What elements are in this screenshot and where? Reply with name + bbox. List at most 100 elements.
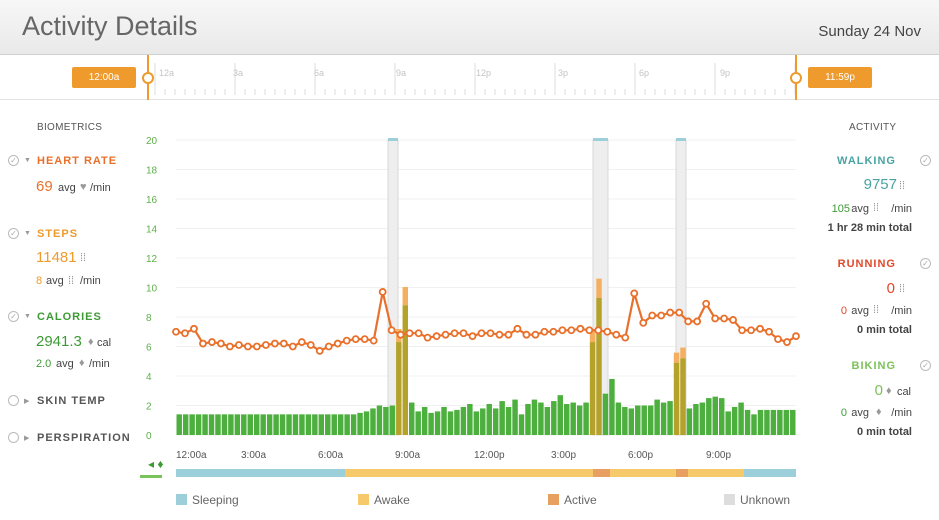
timeline-range-selector[interactable]: 12a 3a 6a 9a 12p 3p 6p 9p 12:00a 11:59p	[0, 55, 939, 100]
calorie-bar	[325, 414, 331, 435]
footprints-icon: ⁞⁞	[873, 202, 880, 214]
timeline-hour-label: 6p	[639, 68, 650, 78]
calorie-bar	[492, 408, 499, 435]
heart-rate-point	[729, 316, 738, 324]
calories-value: 2941.3	[36, 333, 82, 350]
heart-rate-point	[765, 327, 773, 336]
calorie-bar	[208, 414, 215, 435]
walking-unit: /min	[891, 203, 912, 215]
calorie-bar	[641, 405, 647, 435]
activity-status-segment	[676, 469, 688, 477]
heart-rate-point	[639, 318, 648, 327]
activity-chart[interactable]: 0 2 4 6 8 10 12 14 16 18 20 12:00a 3:00a 6:00a 9:00a 12…	[140, 130, 805, 480]
calorie-bar	[686, 408, 693, 435]
steps-avg: 8	[36, 275, 43, 287]
heart-rate-point	[594, 326, 603, 335]
calorie-bar	[564, 404, 570, 435]
calorie-bar	[402, 305, 408, 435]
timeline-hour-label: 3a	[233, 68, 244, 78]
x-tick-label: 9:00a	[395, 450, 420, 461]
biking-value: 0	[874, 382, 883, 399]
heart-rate-point	[234, 341, 243, 349]
heart-rate-point	[738, 326, 746, 335]
calorie-bar	[299, 414, 305, 435]
calorie-bar	[673, 362, 680, 435]
calorie-bar	[421, 406, 428, 435]
calorie-bar	[409, 402, 415, 435]
heart-rate-point	[558, 326, 567, 335]
expand-arrow-icon[interactable]: ▶	[24, 435, 30, 442]
calorie-bar	[712, 396, 718, 435]
calorie-bar-awake-segment	[589, 329, 596, 343]
heart-rate-point	[261, 341, 270, 349]
calorie-bar	[551, 401, 557, 435]
biometrics-heading: BIOMETRICS	[37, 122, 103, 133]
timeline-hour-label: 12a	[159, 68, 175, 78]
heart-rate-point	[666, 308, 675, 317]
heart-rate-point	[396, 330, 405, 339]
heart-rate-point	[432, 332, 441, 341]
activity-status-segment	[176, 469, 345, 477]
expand-arrow-icon[interactable]: ▼	[24, 230, 31, 237]
calorie-bar	[273, 414, 279, 435]
heart-rate-point	[621, 333, 630, 342]
expand-arrow-icon[interactable]: ▶	[24, 398, 30, 405]
legend-unknown-swatch	[724, 494, 735, 505]
biking-unit: cal	[896, 386, 911, 398]
walking-total: 1 hr 28 min total	[827, 222, 912, 234]
calories-unit: cal	[97, 337, 112, 349]
y-tick-label: 14	[146, 225, 158, 236]
heart-rate-point	[351, 335, 360, 344]
timeline-hour-label: 12p	[476, 68, 492, 78]
end-handle-knob[interactable]	[790, 72, 802, 84]
heart-rate-point	[387, 326, 396, 335]
heart-rate-point	[756, 324, 764, 333]
skin-temp-toggle-icon[interactable]	[8, 395, 19, 406]
running-avg-suffix: avg	[851, 305, 869, 317]
end-time-handle[interactable]: 11:59p	[808, 67, 872, 88]
heart-rate-toggle-icon[interactable]: ✓	[8, 155, 19, 166]
calorie-bar-awake-segment	[402, 287, 408, 306]
walking-toggle-icon[interactable]: ✓	[920, 155, 931, 166]
activity-status-segment	[345, 469, 593, 477]
calories-avg-suffix: avg	[56, 358, 74, 370]
running-total: 0 min total	[856, 324, 912, 336]
calorie-bar	[337, 414, 344, 435]
heart-rate-point	[243, 342, 252, 351]
calorie-bar	[660, 402, 667, 435]
footprints-icon: ⁞⁞	[80, 252, 87, 264]
heart-rate-point	[657, 311, 666, 320]
expand-arrow-icon[interactable]: ▼	[24, 313, 31, 320]
calorie-bar	[215, 414, 221, 435]
calorie-bar	[647, 405, 654, 435]
heart-rate-point	[369, 336, 378, 345]
start-time-handle[interactable]: 12:00a	[72, 67, 136, 88]
perspiration-toggle-icon[interactable]	[8, 432, 19, 443]
heart-rate-point	[612, 330, 621, 339]
calorie-bar	[221, 414, 228, 435]
heart-rate-point	[648, 311, 657, 320]
start-handle-knob[interactable]	[142, 72, 154, 84]
calorie-bar	[764, 409, 770, 435]
calorie-bar	[305, 414, 312, 435]
heart-rate-point	[172, 327, 180, 336]
steps-toggle-icon[interactable]: ✓	[8, 228, 19, 239]
heart-rate-point	[477, 329, 486, 338]
biking-toggle-icon[interactable]: ✓	[920, 360, 931, 371]
heart-rate-point	[297, 338, 306, 346]
heart-rate-point	[279, 339, 288, 348]
expand-arrow-icon[interactable]: ▼	[24, 157, 31, 164]
walking-period-cap	[676, 138, 686, 141]
heart-rate-line	[175, 291, 797, 353]
calories-toggle-icon[interactable]: ✓	[8, 311, 19, 322]
running-toggle-icon[interactable]: ✓	[920, 258, 931, 269]
heart-rate-point	[486, 329, 495, 338]
calorie-bar	[480, 408, 486, 435]
running-avg: 0	[840, 305, 847, 317]
calorie-bar	[434, 411, 441, 435]
walking-period-cap	[388, 138, 398, 141]
heart-rate-point	[252, 342, 261, 351]
calorie-bar	[602, 393, 609, 435]
page-title: Activity Details	[22, 11, 198, 41]
calorie-bar	[680, 358, 686, 435]
